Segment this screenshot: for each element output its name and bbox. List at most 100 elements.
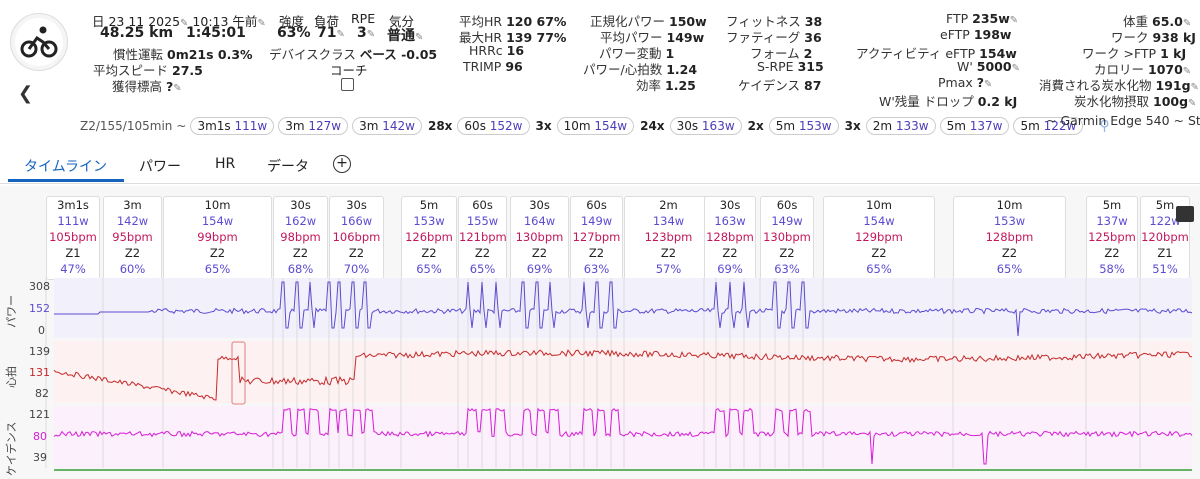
interval-d: 30s <box>719 198 741 212</box>
interval-chip[interactable]: 5m 153w <box>768 117 839 135</box>
interval-chip[interactable]: 60s 152w <box>457 117 530 135</box>
edit-icon[interactable]: ✎ <box>984 79 993 90</box>
interval-h: 125bpm <box>1088 230 1136 244</box>
interval-box[interactable]: 30s 162w 98bpm Z2 68% <box>273 196 328 280</box>
edit-icon[interactable]: ✎ <box>1011 63 1020 74</box>
edit-icon[interactable]: ✎ <box>1190 82 1199 93</box>
load-value: 71 <box>317 25 337 41</box>
interval-p: 149w <box>580 214 613 228</box>
interval-box[interactable]: 30s 163w 128bpm Z2 69% <box>704 196 756 280</box>
chip-duration: 3m <box>285 119 305 133</box>
interval-p: 162w <box>284 214 317 228</box>
interval-z: Z1 <box>1157 246 1173 260</box>
interval-p: 137w <box>1096 214 1128 228</box>
act-eftp-label: アクティビティ eFTP <box>856 46 976 61</box>
interval-d: 3m <box>123 198 142 212</box>
interval-p: 111w <box>57 214 89 228</box>
coach-checkbox[interactable] <box>341 78 354 91</box>
add-tab-icon[interactable]: + <box>333 155 351 173</box>
edit-icon[interactable]: ✎ <box>180 18 189 29</box>
interval-d: 5m <box>1102 198 1122 212</box>
interval-pc: 51% <box>1152 262 1178 276</box>
edit-icon[interactable]: ✎ <box>366 29 376 40</box>
interval-h: 121bpm <box>459 230 507 244</box>
interval-box[interactable]: 10m 154w 129bpm Z2 65% <box>823 196 935 280</box>
fatigue-label: ファティーグ <box>726 30 801 45</box>
chip-duration: 30s <box>676 119 699 133</box>
ef-value: 1.25 <box>665 78 696 93</box>
activity-type-avatar[interactable] <box>10 13 68 71</box>
edit-icon[interactable]: ✎ <box>1182 66 1192 77</box>
edit-icon[interactable]: ✎ <box>336 29 345 40</box>
form-label: フォーム <box>750 46 800 61</box>
comment-icon[interactable] <box>1176 206 1194 222</box>
edit-icon[interactable]: ✎ <box>1182 18 1192 29</box>
tab-timeline[interactable]: タイムライン <box>24 159 108 175</box>
timeline-plot[interactable] <box>0 186 1200 479</box>
interval-p: 155w <box>466 214 499 228</box>
edit-icon[interactable]: ✎ <box>415 32 424 43</box>
interval-p: 163w <box>714 214 746 228</box>
interval-chip[interactable]: 5m 137w <box>939 117 1010 135</box>
date-time: 日 23 11 2025✎ 10:13 午前✎ <box>92 11 266 30</box>
interval-chip[interactable]: 3m1s 111w <box>190 117 275 135</box>
interval-chip[interactable]: 30s 163w <box>669 117 742 135</box>
interval-z: Z2 <box>421 246 437 260</box>
edit-icon[interactable]: ✎ <box>1188 98 1197 109</box>
interval-d: 10m <box>204 198 231 212</box>
inertia-label: 慣性運転 <box>113 47 164 62</box>
srpe-label: S-RPE <box>757 59 794 74</box>
interval-box[interactable]: 2m 134w 123bpm Z2 57% <box>624 196 713 280</box>
interval-box[interactable]: 5m 137w 125bpm Z2 58% <box>1086 196 1138 280</box>
chip-multiplier: 3x <box>844 119 861 133</box>
interval-h: 129bpm <box>855 230 903 244</box>
power-axis-label: パワー <box>5 295 18 328</box>
interval-chip[interactable]: 2m 133w <box>865 117 936 135</box>
interval-pc: 65% <box>416 262 442 276</box>
interval-box[interactable]: 30s 164w 130bpm Z2 69% <box>510 196 569 280</box>
chip-watts: 111w <box>234 119 268 133</box>
interval-box[interactable]: 60s 149w 127bpm Z2 63% <box>570 196 623 280</box>
activity-date: 日 23 11 2025 <box>92 14 181 29</box>
chip-duration: 3m1s <box>197 119 231 133</box>
interval-z: Z2 <box>660 246 677 260</box>
interval-pc: 70% <box>343 262 370 276</box>
interval-box[interactable]: 3m1s 111w 105bpm Z1 47% <box>46 196 100 280</box>
device-class-label: デバイスクラス <box>269 47 356 62</box>
interval-z: Z2 <box>1001 246 1018 260</box>
edit-icon[interactable]: ✎ <box>1009 15 1019 26</box>
elev-value: ? <box>166 79 174 94</box>
interval-box[interactable]: 60s 155w 121bpm Z2 65% <box>458 196 507 280</box>
chip-watts: 153w <box>798 119 832 133</box>
interval-h: 130bpm <box>515 230 564 244</box>
tab-data[interactable]: データ <box>267 159 309 175</box>
interval-box[interactable]: 60s 149w 130bpm Z2 63% <box>760 196 814 280</box>
chip-multiplier: 3x <box>535 119 552 133</box>
interval-pc: 69% <box>717 262 743 276</box>
edit-icon[interactable]: ✎ <box>257 18 266 29</box>
interval-chip[interactable]: 3m 127w <box>278 117 349 135</box>
fatigue-value: 36 <box>804 30 822 45</box>
interval-d: 2m <box>659 198 678 212</box>
interval-pc: 63% <box>583 262 610 276</box>
interval-chip[interactable]: 10m 154w <box>556 117 635 135</box>
interval-p: 154w <box>863 214 895 228</box>
elev-label: 獲得標高 <box>112 79 163 94</box>
interval-box[interactable]: 30s 166w 106bpm Z2 70% <box>329 196 384 280</box>
tab-hr[interactable]: HR <box>215 156 236 172</box>
search-icon[interactable]: ⚲ <box>1099 118 1110 134</box>
inertia-value: 0m21s 0.3% <box>167 47 253 62</box>
hr-highlight <box>231 341 246 405</box>
interval-chip[interactable]: 5m 122w <box>1013 117 1084 135</box>
interval-pc: 65% <box>469 262 496 276</box>
work-label: ワーク <box>1111 30 1149 45</box>
edit-icon[interactable]: ✎ <box>173 83 182 94</box>
intensity-label: 強度 <box>279 14 305 29</box>
interval-chip[interactable]: 3m 142w <box>352 117 422 135</box>
interval-box[interactable]: 3m 142w 95bpm Z2 60% <box>103 196 162 280</box>
chip-watts: 133w <box>895 119 929 133</box>
tab-power[interactable]: パワー <box>139 159 181 175</box>
interval-tilde: ~ <box>176 119 187 133</box>
cad-tick-max: 121 <box>29 408 50 421</box>
back-chevron-icon[interactable]: ❮ <box>18 83 34 104</box>
